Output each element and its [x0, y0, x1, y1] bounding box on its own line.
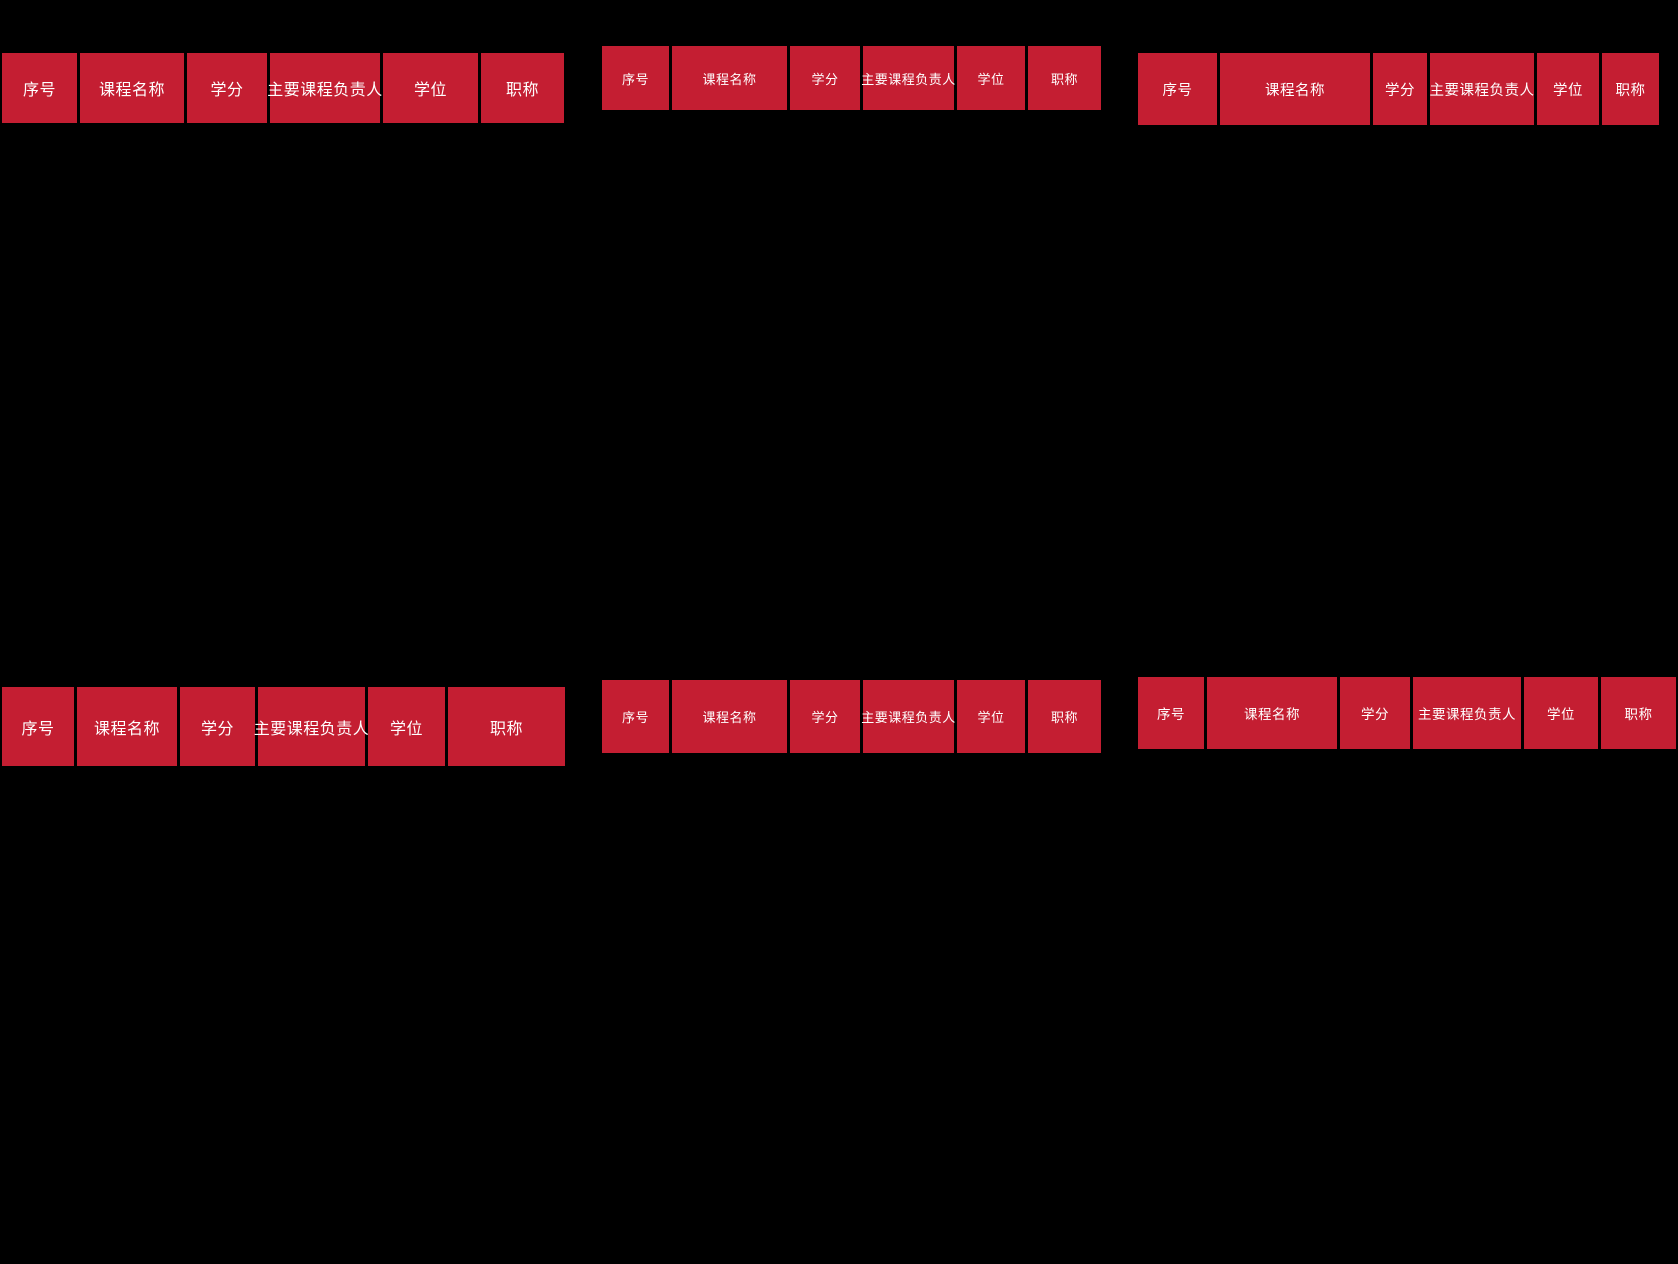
header-cell-course-leader[interactable]: 主要课程负责人 — [1413, 677, 1521, 749]
header-cell-credits[interactable]: 学分 — [1373, 53, 1427, 125]
header-cell-credits[interactable]: 学分 — [187, 53, 267, 123]
header-cell-course-name[interactable]: 课程名称 — [672, 46, 787, 110]
header-cell-course-leader[interactable]: 主要课程负责人 — [861, 46, 955, 110]
header-cell-course-leader[interactable]: 主要课程负责人 — [1430, 53, 1534, 125]
course-table-header-top-middle: 序号 课程名称 学分 主要课程负责人 学位 职称 — [602, 46, 1101, 110]
header-cell-title[interactable]: 职称 — [481, 53, 564, 123]
header-cell-course-leader[interactable]: 主要课程负责人 — [254, 687, 369, 766]
header-cell-title[interactable]: 职称 — [1028, 680, 1101, 753]
header-cell-degree[interactable]: 学位 — [957, 680, 1025, 753]
header-cell-course-name[interactable]: 课程名称 — [80, 53, 184, 123]
header-cell-course-name[interactable]: 课程名称 — [672, 680, 787, 753]
header-cell-title[interactable]: 职称 — [1028, 46, 1101, 110]
header-cell-degree[interactable]: 学位 — [1537, 53, 1599, 125]
header-cell-serial-number[interactable]: 序号 — [2, 687, 74, 766]
header-cell-serial-number[interactable]: 序号 — [602, 46, 669, 110]
header-cell-degree[interactable]: 学位 — [383, 53, 478, 123]
header-cell-serial-number[interactable]: 序号 — [2, 53, 77, 123]
header-cell-course-leader[interactable]: 主要课程负责人 — [267, 53, 382, 123]
course-table-header-bottom-middle: 序号 课程名称 学分 主要课程负责人 学位 职称 — [602, 680, 1101, 753]
header-cell-title[interactable]: 职称 — [448, 687, 565, 766]
course-table-header-top-left: 序号 课程名称 学分 主要课程负责人 学位 职称 — [2, 53, 564, 123]
header-cell-credits[interactable]: 学分 — [180, 687, 255, 766]
course-table-header-bottom-left: 序号 课程名称 学分 主要课程负责人 学位 职称 — [2, 687, 565, 766]
header-cell-serial-number[interactable]: 序号 — [1138, 53, 1217, 125]
header-cell-credits[interactable]: 学分 — [790, 46, 860, 110]
header-cell-credits[interactable]: 学分 — [790, 680, 860, 753]
header-cell-course-name[interactable]: 课程名称 — [77, 687, 177, 766]
header-cell-serial-number[interactable]: 序号 — [602, 680, 669, 753]
header-cell-serial-number[interactable]: 序号 — [1138, 677, 1204, 749]
header-cell-degree[interactable]: 学位 — [1524, 677, 1598, 749]
header-cell-degree[interactable]: 学位 — [368, 687, 445, 766]
header-cell-credits[interactable]: 学分 — [1340, 677, 1410, 749]
header-cell-course-name[interactable]: 课程名称 — [1207, 677, 1337, 749]
header-cell-title[interactable]: 职称 — [1601, 677, 1676, 749]
header-cell-course-name[interactable]: 课程名称 — [1220, 53, 1370, 125]
header-cell-degree[interactable]: 学位 — [957, 46, 1025, 110]
header-cell-course-leader[interactable]: 主要课程负责人 — [861, 680, 955, 753]
course-table-header-bottom-right: 序号 课程名称 学分 主要课程负责人 学位 职称 — [1138, 677, 1676, 749]
header-cell-title[interactable]: 职称 — [1602, 53, 1659, 125]
course-table-header-top-right: 序号 课程名称 学分 主要课程负责人 学位 职称 — [1138, 53, 1659, 125]
